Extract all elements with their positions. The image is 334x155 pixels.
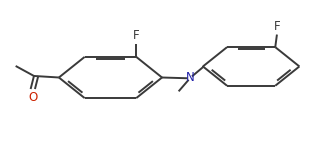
Text: N: N bbox=[186, 71, 195, 84]
Text: F: F bbox=[133, 29, 140, 42]
Text: F: F bbox=[274, 20, 280, 33]
Text: O: O bbox=[28, 91, 37, 104]
